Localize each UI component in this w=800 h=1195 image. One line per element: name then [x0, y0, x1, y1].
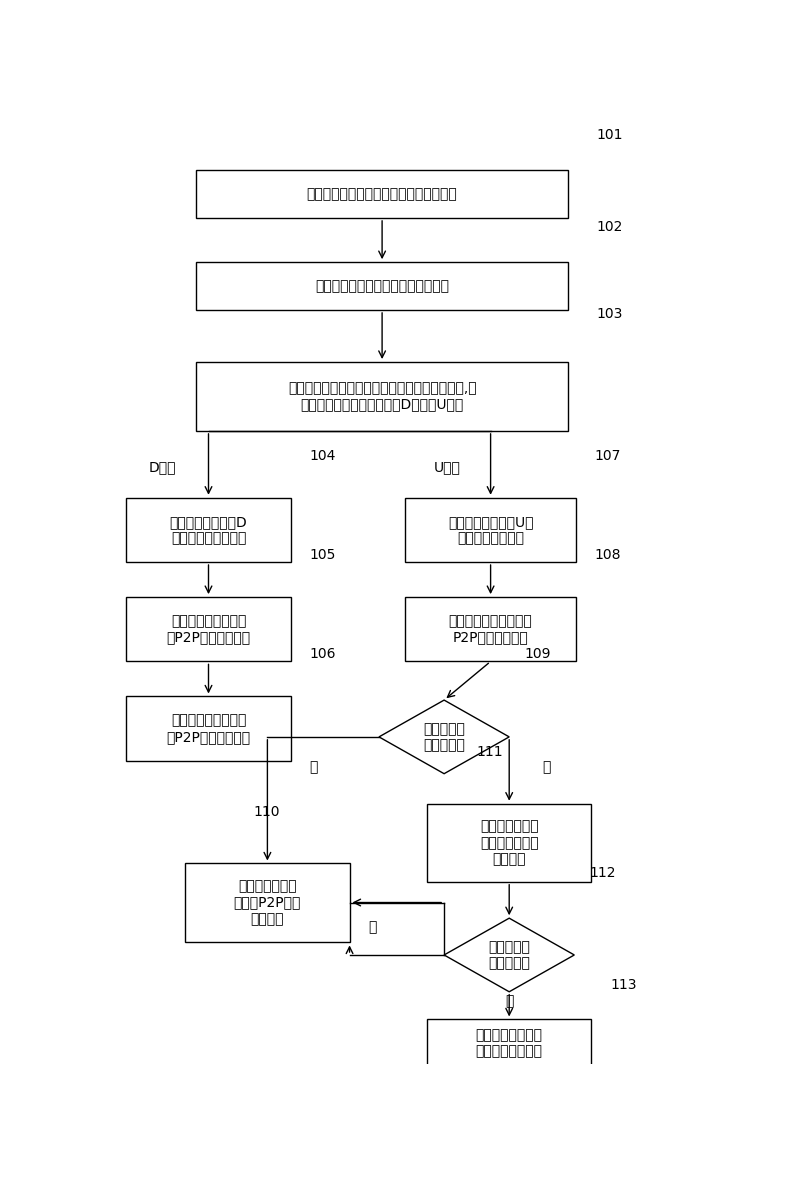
Polygon shape: [379, 700, 510, 773]
Polygon shape: [444, 918, 574, 992]
Text: 待检处理模块构
造并发送主动探
测数据包: 待检处理模块构 造并发送主动探 测数据包: [480, 820, 538, 866]
Text: 113: 113: [610, 978, 637, 992]
Bar: [126, 497, 290, 562]
Text: 待检处理模块提取U数
据包的五元组信息: 待检处理模块提取U数 据包的五元组信息: [448, 515, 534, 545]
Text: 110: 110: [254, 805, 280, 820]
Text: 102: 102: [596, 221, 622, 234]
Text: 105: 105: [310, 549, 336, 562]
Bar: [427, 803, 591, 882]
Text: 初级过滤设备从网络转发设备获取数据包: 初级过滤设备从网络转发设备获取数据包: [306, 186, 458, 201]
Text: 否: 否: [505, 994, 514, 1007]
Text: 是: 是: [369, 920, 377, 934]
Text: 104: 104: [310, 448, 336, 462]
Text: 待检处理模块更
新密文P2P流量
存储模块: 待检处理模块更 新密文P2P流量 存储模块: [234, 880, 301, 926]
Bar: [406, 598, 576, 662]
Bar: [427, 1019, 591, 1067]
Text: 101: 101: [596, 129, 622, 142]
Text: 否: 否: [542, 760, 550, 774]
Bar: [196, 362, 568, 431]
Text: 初级过滤设备对数据包进行明文特征串匹配检测,将
数据包分成两类，分别送入D通道和U通道: 初级过滤设备对数据包进行明文特征串匹配检测,将 数据包分成两类，分别送入D通道和…: [288, 381, 477, 411]
Bar: [186, 864, 350, 942]
Text: 107: 107: [594, 448, 621, 462]
Bar: [196, 262, 568, 310]
Text: 108: 108: [594, 549, 621, 562]
Bar: [406, 497, 576, 562]
Text: U通道: U通道: [434, 460, 461, 474]
Bar: [126, 697, 290, 761]
Text: 106: 106: [310, 648, 336, 662]
Bar: [196, 170, 568, 217]
Text: 是否存在对
应存储记录: 是否存在对 应存储记录: [423, 722, 465, 752]
Text: 明文处理模块查找明
文P2P流量存储模块: 明文处理模块查找明 文P2P流量存储模块: [166, 614, 250, 644]
Text: 明文处理模块提取D
数据包的五元组信息: 明文处理模块提取D 数据包的五元组信息: [170, 515, 247, 545]
Text: 103: 103: [596, 307, 622, 320]
Text: 初级过滤设备对数据包进行初级过滤: 初级过滤设备对数据包进行初级过滤: [315, 278, 449, 293]
Text: 是: 是: [310, 760, 318, 774]
Text: D通道: D通道: [148, 460, 176, 474]
Text: 111: 111: [477, 746, 503, 760]
Text: 112: 112: [590, 865, 616, 880]
Text: 109: 109: [525, 648, 551, 662]
Text: 被探测主机
是否有响应: 被探测主机 是否有响应: [488, 940, 530, 970]
Bar: [126, 598, 290, 662]
Text: 待检处理模块更新
未知流量存储模块: 待检处理模块更新 未知流量存储模块: [476, 1028, 542, 1059]
Text: 明文处理模块更新明
文P2P流量存储模块: 明文处理模块更新明 文P2P流量存储模块: [166, 713, 250, 743]
Text: 待检处理模块查找密文
P2P流量存储模块: 待检处理模块查找密文 P2P流量存储模块: [449, 614, 533, 644]
